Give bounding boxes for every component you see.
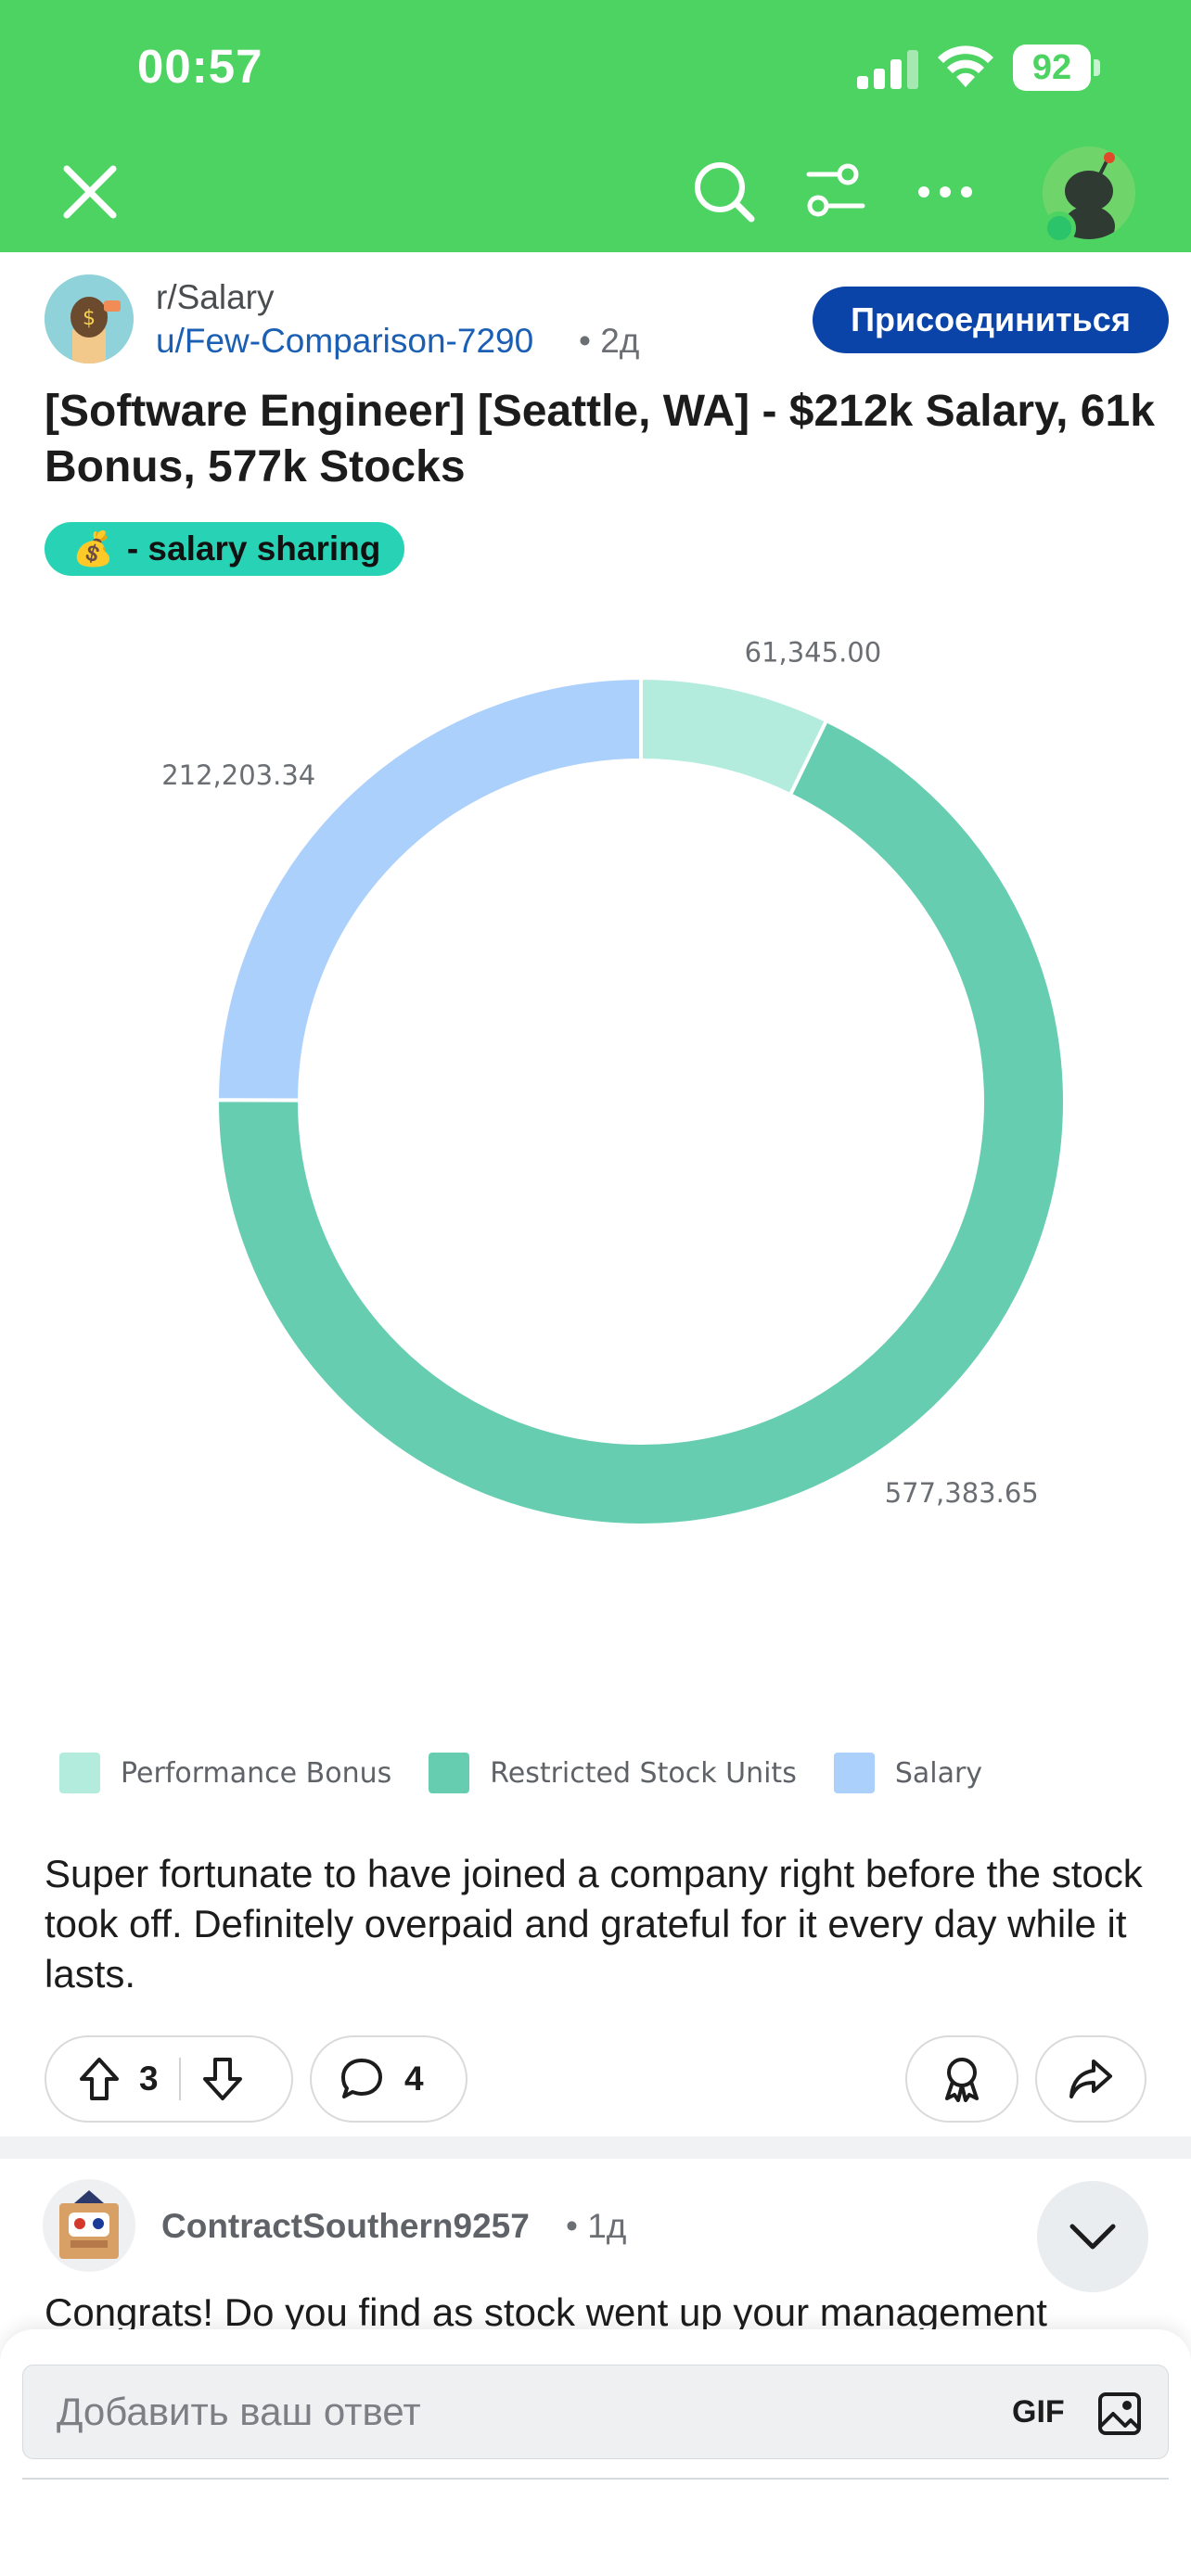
legend-label: Performance Bonus (121, 1756, 392, 1790)
filter-icon[interactable] (803, 159, 868, 224)
flair-label: - salary sharing (126, 529, 381, 567)
comment-icon (341, 2059, 382, 2098)
subreddit-avatar[interactable]: $ (45, 274, 134, 363)
image-icon[interactable] (1097, 2391, 1142, 2436)
reply-underline (22, 2478, 1169, 2480)
commenter-avatar[interactable] (43, 2179, 135, 2272)
post-title[interactable]: [Software Engineer] [Seattle, WA] - $212… (45, 387, 1155, 491)
search-icon[interactable] (692, 159, 757, 224)
reply-input[interactable]: Добавить ваш ответ GIF (22, 2365, 1169, 2459)
vote-bar: 3 (45, 2035, 293, 2123)
post-author[interactable]: u/Few-Comparison-7290 (156, 322, 534, 360)
legend-swatch (833, 1753, 875, 1793)
legend-label: Restricted Stock Units (490, 1756, 797, 1790)
chart-legend: Performance Bonus Restricted Stock Units… (59, 1753, 1019, 1793)
donut-value-label: 577,383.65 (885, 1477, 1039, 1509)
money-bag-icon: 💰 (72, 529, 114, 567)
battery-icon: 92 (1013, 45, 1100, 91)
svg-text:$: $ (83, 307, 96, 330)
section-divider (0, 2136, 1191, 2159)
battery-level: 92 (1031, 48, 1072, 87)
legend-swatch (429, 1753, 470, 1793)
award-icon (945, 2058, 979, 2102)
vote-divider (178, 2058, 181, 2100)
downvote-icon[interactable] (201, 2056, 244, 2102)
reply-bar: Добавить ваш ответ GIF (0, 2329, 1191, 2576)
comment-age: • 1д (566, 2207, 627, 2245)
award-button[interactable] (905, 2035, 1018, 2123)
online-indicator (1043, 211, 1076, 245)
comment-count: 4 (404, 2060, 424, 2098)
chevron-down-icon (1069, 2224, 1116, 2250)
upvote-count: 3 (139, 2060, 159, 2098)
comments-button[interactable]: 4 (310, 2035, 467, 2123)
share-icon (1069, 2060, 1112, 2098)
money-bag-avatar-icon: $ (45, 274, 134, 363)
share-button[interactable] (1035, 2035, 1146, 2123)
donut-value-label: 212,203.34 (161, 759, 315, 791)
comment-author[interactable]: ContractSouthern9257 (161, 2207, 530, 2245)
status-time: 00:57 (137, 40, 263, 93)
scroll-down-button[interactable] (1037, 2181, 1148, 2292)
snoo-box-avatar-icon (59, 2190, 119, 2259)
compensation-donut-chart: 61,345.00 577,383.65 212,203.34 (161, 637, 1067, 1527)
donut-value-label: 61,345.00 (745, 637, 882, 669)
legend-item-salary[interactable]: Salary (833, 1753, 983, 1793)
join-button[interactable]: Присоединиться (813, 287, 1169, 353)
signal-icon (857, 50, 918, 89)
gif-button[interactable]: GIF (1012, 2394, 1065, 2429)
comment-text: Congrats! Do you find as stock went up y… (45, 2290, 1047, 2334)
post-body: Super fortunate to have joined a company… (45, 1852, 1143, 1996)
upvote-icon[interactable] (78, 2056, 121, 2102)
post-age: • 2д (579, 322, 640, 360)
legend-item-performance-bonus[interactable]: Performance Bonus (59, 1753, 391, 1793)
top-bar: 00:57 92 (0, 0, 1191, 252)
more-icon[interactable] (913, 159, 978, 224)
subreddit-name[interactable]: r/Salary (156, 278, 275, 316)
legend-item-restricted-stock-units[interactable]: Restricted Stock Units (429, 1753, 797, 1793)
donut-slice-salary[interactable] (214, 675, 643, 1103)
donut-slice-restricted-stock-units[interactable] (214, 718, 1067, 1527)
legend-label: Salary (894, 1756, 983, 1790)
wifi-icon (938, 45, 993, 87)
post-flair[interactable]: 💰 - salary sharing (45, 522, 405, 576)
close-icon[interactable] (58, 159, 122, 224)
legend-swatch (59, 1753, 100, 1793)
reply-placeholder: Добавить ваш ответ (57, 2390, 421, 2433)
